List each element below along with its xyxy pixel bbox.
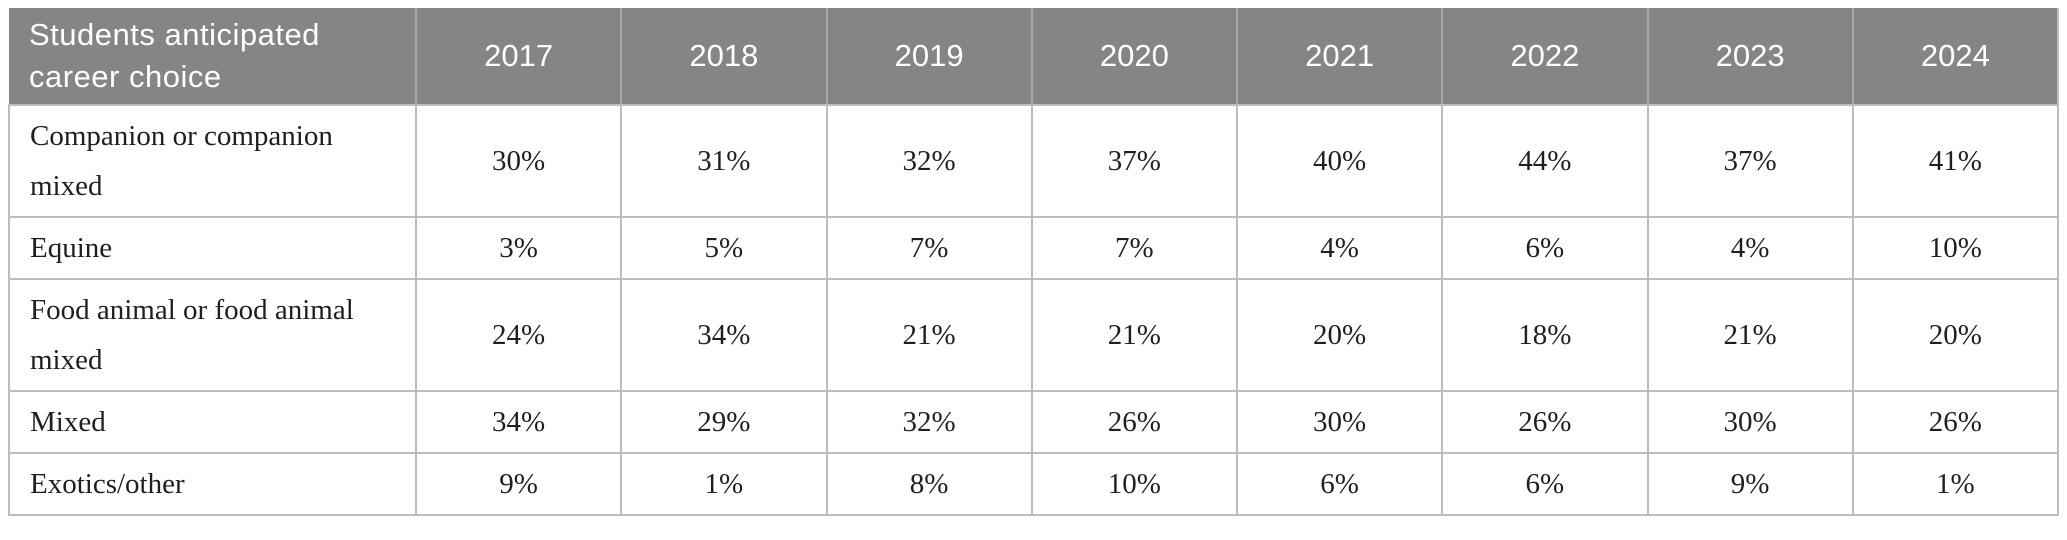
value-cell: 3% [414,216,623,280]
value-cell: 44% [1441,104,1649,218]
value-cell: 32% [825,390,1033,454]
value-cell: 34% [414,390,623,454]
value-cell: 29% [620,390,828,454]
value-cell: 24% [414,278,623,392]
value-cell: 37% [1646,104,1854,218]
value-cell: 34% [620,278,828,392]
year-header: 2019 [826,8,1033,106]
row-label: Exotics/other [8,452,417,516]
career-choice-table: Students anticipated career choice 2017 2… [8,8,2060,516]
year-header: 2018 [621,8,828,106]
value-cell: 6% [1441,216,1649,280]
value-cell: 40% [1235,104,1444,218]
value-cell: 21% [1646,278,1854,392]
year-header: 2022 [1442,8,1649,106]
value-cell: 4% [1646,216,1854,280]
value-cell: 30% [414,104,623,218]
value-cell: 21% [1030,278,1239,392]
table-row: Companion or companion mixed 30% 31% 32% 37%… [8,104,2060,218]
table-row: Mixed 34% 29% 32% 26% 30% 26% 30% 26% [8,390,2060,454]
value-cell: 20% [1851,278,2060,392]
table-body: Companion or companion mixed 30% 31% 32% 37%… [8,104,2060,516]
value-cell: 9% [414,452,623,516]
value-cell: 18% [1441,278,1649,392]
header-row: Students anticipated career choice 2017 2… [9,8,2060,106]
value-cell: 6% [1235,452,1444,516]
value-cell: 26% [1851,390,2060,454]
header-title: Students anticipated career choice [9,8,417,106]
value-cell: 5% [620,216,828,280]
value-cell: 4% [1235,216,1444,280]
year-header: 2024 [1852,8,2060,106]
value-cell: 20% [1235,278,1444,392]
value-cell: 1% [1851,452,2060,516]
value-cell: 9% [1646,452,1854,516]
value-cell: 21% [825,278,1033,392]
year-header: 2023 [1647,8,1854,106]
year-header: 2017 [416,8,623,106]
table-header: Students anticipated career choice 2017 2… [9,8,2060,106]
year-header: 2020 [1031,8,1239,106]
row-label: Food animal or food animal mixed [8,278,417,392]
value-cell: 10% [1030,452,1239,516]
value-cell: 1% [620,452,828,516]
value-cell: 8% [825,452,1033,516]
value-cell: 30% [1235,390,1444,454]
value-cell: 26% [1441,390,1649,454]
value-cell: 31% [620,104,828,218]
value-cell: 41% [1851,104,2060,218]
year-header: 2021 [1237,8,1444,106]
value-cell: 7% [825,216,1033,280]
value-cell: 6% [1441,452,1649,516]
value-cell: 7% [1030,216,1239,280]
value-cell: 10% [1851,216,2060,280]
row-label: Equine [8,216,417,280]
row-label: Companion or companion mixed [8,104,417,218]
table-row: Food animal or food animal mixed 24% 34% 21… [8,278,2060,392]
career-choice-table-container: Students anticipated career choice 2017 2… [8,8,2060,516]
row-label: Mixed [8,390,417,454]
value-cell: 30% [1646,390,1854,454]
value-cell: 32% [825,104,1033,218]
table-row: Equine 3% 5% 7% 7% 4% 6% 4% 10% [8,216,2060,280]
value-cell: 26% [1030,390,1239,454]
value-cell: 37% [1030,104,1239,218]
table-row: Exotics/other 9% 1% 8% 10% 6% 6% 9% 1% [8,452,2060,516]
